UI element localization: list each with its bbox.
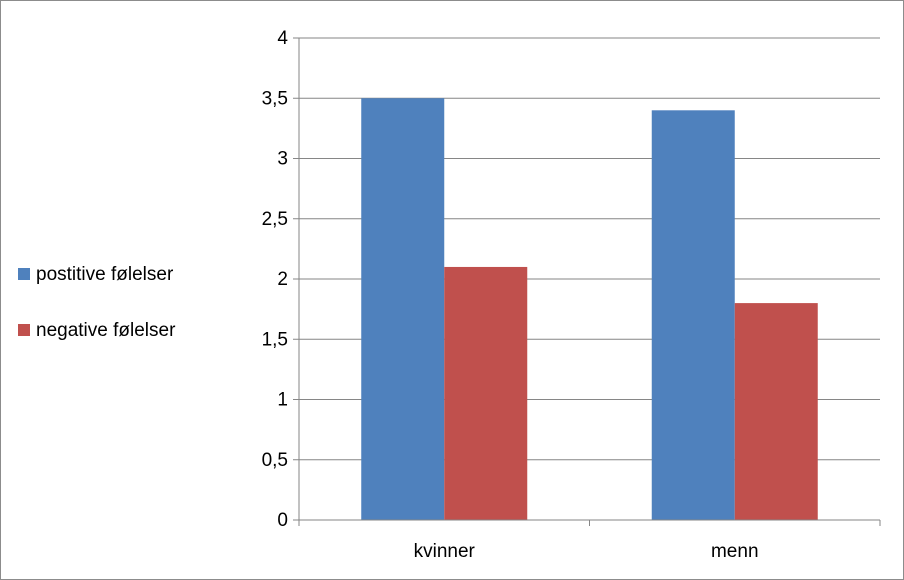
bar-negative-kvinner [444,266,528,520]
y-tick-label: 2 [277,269,288,290]
bars [361,98,818,521]
y-tick-label: 1,5 [262,329,288,350]
legend: postitive følelser negative følelser [18,264,176,341]
y-tick-label: 3,5 [262,88,288,109]
bar-negative-menn [734,303,818,520]
bar-positive-menn [651,110,735,521]
x-category-label: menn [711,541,759,562]
legend-label: postitive følelser [36,264,174,285]
y-tick-label: 0,5 [262,450,288,471]
legend-swatch [18,324,30,336]
legend-label: negative følelser [36,320,176,341]
x-category-label: kvinner [414,541,476,562]
y-tick-label: 0 [277,510,288,531]
x-axis: kvinner menn [298,519,881,562]
y-tick-label: 1 [277,390,288,411]
bar-positive-kvinner [361,98,445,520]
y-tick-label: 3 [277,149,288,170]
legend-swatch [18,268,30,280]
y-tick-label: 4 [277,28,288,49]
y-tick-label: 2,5 [262,209,288,230]
y-axis: 0 0,5 1 1,5 2 2,5 3 3,5 4 [262,28,300,531]
